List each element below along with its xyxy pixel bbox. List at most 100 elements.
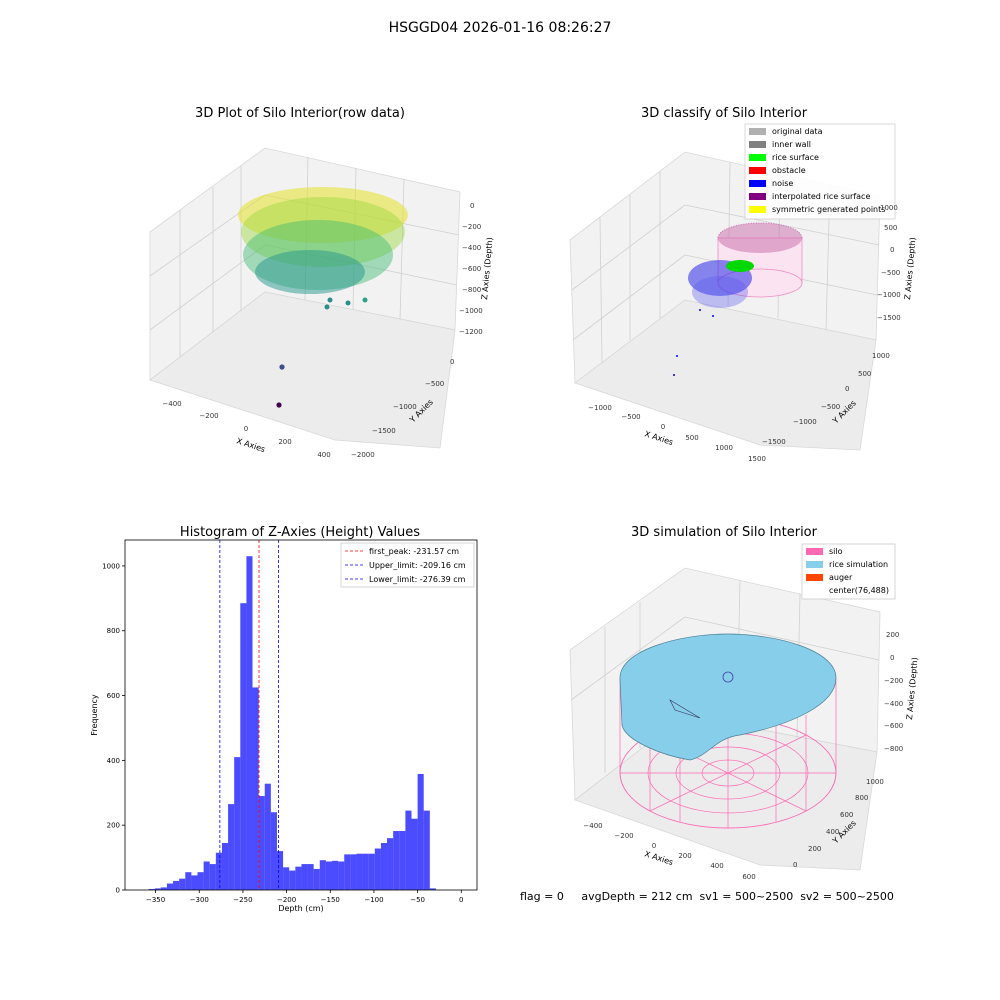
- x-tick-label: −400: [162, 400, 181, 408]
- legend-swatch-rice: [806, 561, 823, 568]
- panel1-points: [238, 187, 408, 408]
- x-tick-label: −350: [146, 896, 165, 904]
- panel2-xlabel: X Axies: [643, 429, 674, 447]
- histogram-bar: [179, 878, 186, 890]
- y-tick-label: 0: [845, 385, 849, 393]
- histogram-bar: [191, 875, 198, 890]
- z-tick-label: −1500: [877, 314, 901, 322]
- y-tick-label: −2000: [351, 451, 375, 459]
- outlier-point: [279, 364, 285, 370]
- y-tick-label: −1500: [762, 438, 786, 446]
- z-tick-label: 1000: [880, 204, 898, 212]
- legend-label: first_peak: -231.57 cm: [369, 547, 459, 556]
- z-tick-label: 0: [890, 654, 894, 662]
- y-tick-label: 600: [840, 811, 853, 819]
- z-tick-label: 0: [470, 202, 474, 210]
- y-tick-label: 400: [107, 757, 120, 765]
- histogram-bar: [307, 864, 314, 890]
- y-tick-label: 400: [826, 828, 839, 836]
- z-tick-label: −400: [884, 700, 903, 708]
- histogram-bar: [173, 880, 180, 890]
- y-tick-label: 800: [107, 627, 120, 635]
- y-tick-label: −1000: [393, 403, 417, 411]
- panel1-y-ticks: 0 −500 −1000 −1500 −2000: [351, 358, 454, 459]
- x-tick-label: 200: [678, 852, 691, 860]
- x-tick-label: −500: [621, 413, 640, 421]
- x-tick-label: −200: [614, 832, 633, 840]
- legend-swatch-auger: [806, 574, 823, 581]
- y-tick-label: −500: [425, 380, 444, 388]
- histogram-x-ticks: −350 −300 −250 −200 −150 −100 −50 0: [146, 890, 464, 904]
- y-tick-label: 800: [855, 794, 868, 802]
- x-tick-label: 200: [278, 438, 291, 446]
- y-tick-label: 200: [107, 822, 120, 830]
- y-tick-label: 1000: [102, 562, 120, 570]
- z-tick-label: −800: [884, 745, 903, 753]
- histogram-bar: [240, 603, 247, 890]
- y-tick-label: 1000: [872, 352, 890, 360]
- y-tick-label: 200: [808, 845, 821, 853]
- histogram-bar: [356, 853, 363, 890]
- histogram-bar: [215, 852, 222, 890]
- x-tick-label: 1500: [748, 455, 766, 463]
- legend-label: center(76,488): [829, 586, 889, 595]
- legend-label: symmetric generated points: [772, 205, 885, 214]
- histogram-bar: [417, 773, 424, 890]
- panel1-zlabel: Z Axies (Depth): [480, 237, 494, 300]
- histogram-bar: [203, 861, 210, 890]
- histogram-vlines: [219, 540, 279, 890]
- histogram-frame: [124, 539, 478, 891]
- legend-swatch-interpolated: [749, 193, 766, 200]
- x-tick-label: −200: [199, 412, 218, 420]
- panel-histogram: Histogram of Z-Axies (Height) Values −35…: [90, 525, 478, 913]
- panel4-z-ticks: 200 0 −200 −400 −600 −800: [884, 631, 903, 753]
- panel2-points: [673, 222, 803, 376]
- histogram-bar: [264, 783, 271, 890]
- histogram-bar: [405, 810, 412, 890]
- x-tick-label: 400: [317, 451, 330, 459]
- histogram-bar: [411, 818, 418, 890]
- legend-label: silo: [829, 547, 843, 556]
- z-tick-label: −200: [462, 223, 481, 231]
- legend-label: obstacle: [772, 166, 806, 175]
- legend-label: rice simulation: [829, 560, 888, 569]
- legend-label: inner wall: [772, 140, 811, 149]
- panel-raw-data: 3D Plot of Silo Interior(row data): [149, 106, 494, 459]
- histogram-bar: [399, 831, 406, 890]
- legend-label: auger: [829, 573, 853, 582]
- x-tick-label: −1000: [588, 404, 612, 412]
- histogram-bar: [387, 838, 394, 890]
- z-tick-label: −1000: [459, 307, 483, 315]
- histogram-ylabel: Frequency: [90, 694, 99, 736]
- panel2-title: 3D classify of Silo Interior: [641, 106, 808, 121]
- panel2-legend: original data inner wall rice surface ob…: [744, 123, 896, 220]
- legend-swatch-inner-wall: [749, 141, 766, 148]
- histogram-legend: first_peak: -231.57 cm Upper_limit: -209…: [340, 542, 475, 588]
- x-tick-label: −50: [410, 896, 425, 904]
- outlier-point: [276, 402, 282, 408]
- histogram-bar: [295, 866, 302, 890]
- z-tick-label: −200: [884, 677, 903, 685]
- histogram-bar: [160, 887, 167, 890]
- histogram-bar: [148, 889, 155, 890]
- y-tick-label: −1500: [372, 427, 396, 435]
- y-tick-label: 0: [116, 887, 120, 895]
- y-tick-label: 0: [793, 861, 797, 869]
- histogram-bar: [374, 848, 381, 890]
- y-tick-label: 0: [450, 358, 454, 366]
- histogram-bar: [350, 854, 357, 890]
- x-tick-label: 0: [244, 425, 248, 433]
- histogram-bar: [283, 867, 290, 890]
- x-tick-label: 0: [652, 842, 656, 850]
- y-tick-label: −500: [821, 403, 840, 411]
- x-tick-label: 0: [459, 896, 463, 904]
- legend-label: Upper_limit: -209.16 cm: [369, 561, 466, 570]
- histogram-bar: [228, 804, 235, 890]
- footer-status: flag = 0 avgDepth = 212 cm sv1 = 500~250…: [520, 890, 894, 903]
- histogram-bar: [338, 861, 345, 890]
- y-tick-label: 500: [858, 370, 871, 378]
- z-tick-label: −600: [462, 265, 481, 273]
- panel1-z-ticks: 0 −200 −400 −600 −800 −1000 −1200: [459, 202, 483, 336]
- histogram-bar: [276, 851, 284, 890]
